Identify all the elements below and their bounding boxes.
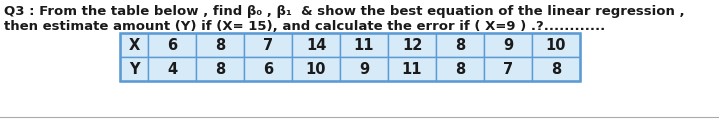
Text: 12: 12 <box>402 38 422 53</box>
Bar <box>120 33 148 57</box>
Bar <box>196 57 244 81</box>
Text: Y: Y <box>129 62 139 77</box>
Bar <box>484 33 532 57</box>
Bar <box>388 33 436 57</box>
Text: 8: 8 <box>551 62 561 77</box>
Bar <box>436 57 484 81</box>
Text: 11: 11 <box>354 38 375 53</box>
Text: 8: 8 <box>215 62 225 77</box>
Text: 8: 8 <box>455 38 465 53</box>
Text: 9: 9 <box>503 38 513 53</box>
Bar <box>148 33 196 57</box>
Text: 10: 10 <box>306 62 326 77</box>
Bar <box>120 33 580 81</box>
Text: 7: 7 <box>263 38 273 53</box>
Bar <box>120 57 148 81</box>
Bar <box>532 33 580 57</box>
Text: 11: 11 <box>402 62 422 77</box>
Text: Q3 : From the table below , find β₀ , β₁  & show the best equation of the linear: Q3 : From the table below , find β₀ , β₁… <box>4 5 684 18</box>
Bar <box>244 57 292 81</box>
Bar <box>436 33 484 57</box>
Text: 9: 9 <box>359 62 369 77</box>
Text: 7: 7 <box>503 62 513 77</box>
Text: 14: 14 <box>306 38 326 53</box>
Text: 8: 8 <box>215 38 225 53</box>
Text: X: X <box>129 38 139 53</box>
Bar <box>244 33 292 57</box>
Bar <box>340 57 388 81</box>
Bar <box>292 33 340 57</box>
Bar <box>292 57 340 81</box>
Text: 8: 8 <box>455 62 465 77</box>
Bar <box>340 33 388 57</box>
Text: 6: 6 <box>263 62 273 77</box>
Text: 10: 10 <box>546 38 567 53</box>
Text: then estimate amount (Y) if (X= 15), and calculate the error if ( X=9 ) .?......: then estimate amount (Y) if (X= 15), and… <box>4 20 605 33</box>
Bar <box>196 33 244 57</box>
Text: 4: 4 <box>167 62 177 77</box>
Bar <box>484 57 532 81</box>
Text: 6: 6 <box>167 38 177 53</box>
Bar <box>148 57 196 81</box>
Bar <box>532 57 580 81</box>
Bar <box>388 57 436 81</box>
